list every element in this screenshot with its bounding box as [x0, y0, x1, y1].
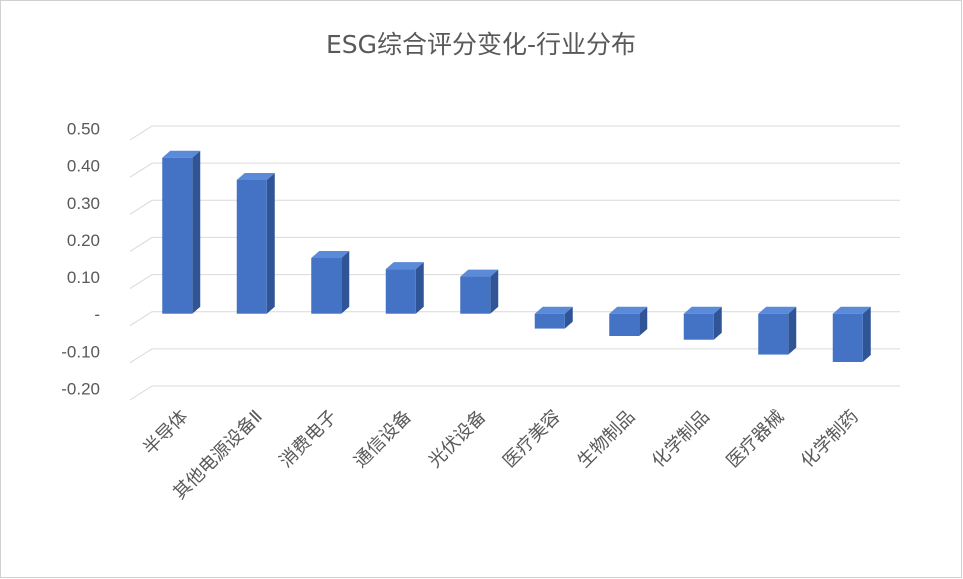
y-tick-label: -	[94, 305, 100, 324]
y-tick-label: 0.10	[67, 268, 100, 287]
bar-side	[192, 150, 201, 314]
bar-front	[534, 313, 565, 329]
bar-top	[385, 262, 424, 270]
bar-front	[758, 313, 789, 355]
y-tick-label: -0.10	[61, 342, 100, 361]
y-tick-label: 0.30	[67, 194, 100, 213]
grid-line	[129, 385, 900, 401]
bar-front	[162, 157, 193, 314]
grid-line	[129, 125, 900, 141]
bar-front	[609, 313, 640, 336]
bar-side	[266, 173, 275, 314]
bar-side	[862, 306, 871, 362]
bar-side	[639, 306, 648, 336]
bar-top	[311, 251, 350, 258]
bar	[832, 306, 871, 362]
bar	[683, 306, 722, 340]
bar-top	[683, 306, 722, 314]
bar-top	[534, 306, 573, 314]
bar	[758, 306, 797, 355]
chart-title: ESG综合评分变化-行业分布	[326, 30, 636, 59]
y-tick-label: 0.50	[67, 119, 100, 138]
bar-side	[564, 306, 573, 329]
grid-line	[129, 274, 900, 289]
bar-side	[713, 306, 722, 340]
grid-line	[129, 348, 900, 364]
grid-line	[129, 311, 900, 327]
bar-side	[490, 269, 499, 314]
bar-front	[236, 180, 267, 314]
bar-top	[758, 306, 797, 314]
y-tick-label: 0.20	[67, 231, 100, 250]
y-tick-label: -0.20	[61, 379, 100, 398]
bar	[385, 262, 424, 314]
grid-line	[129, 236, 900, 252]
bar-side	[341, 251, 350, 314]
bar-front	[385, 269, 416, 314]
bar-top	[609, 306, 648, 314]
bar-top	[832, 306, 871, 314]
grid-line	[129, 162, 900, 178]
bar	[236, 173, 275, 314]
bar-front	[832, 313, 863, 362]
bar	[534, 306, 573, 329]
bar-side	[415, 262, 424, 314]
bar-top	[162, 150, 201, 158]
grid-line	[129, 199, 900, 215]
bar-top	[236, 173, 275, 180]
bar-front	[683, 313, 714, 340]
bar	[162, 150, 201, 314]
bar-front	[460, 276, 491, 314]
bar	[460, 269, 499, 314]
bar-front	[311, 258, 342, 314]
bar-side	[788, 306, 797, 355]
y-tick-label: 0.40	[67, 157, 100, 176]
bar	[609, 306, 648, 336]
bar-top	[460, 269, 499, 277]
bar	[311, 251, 350, 314]
